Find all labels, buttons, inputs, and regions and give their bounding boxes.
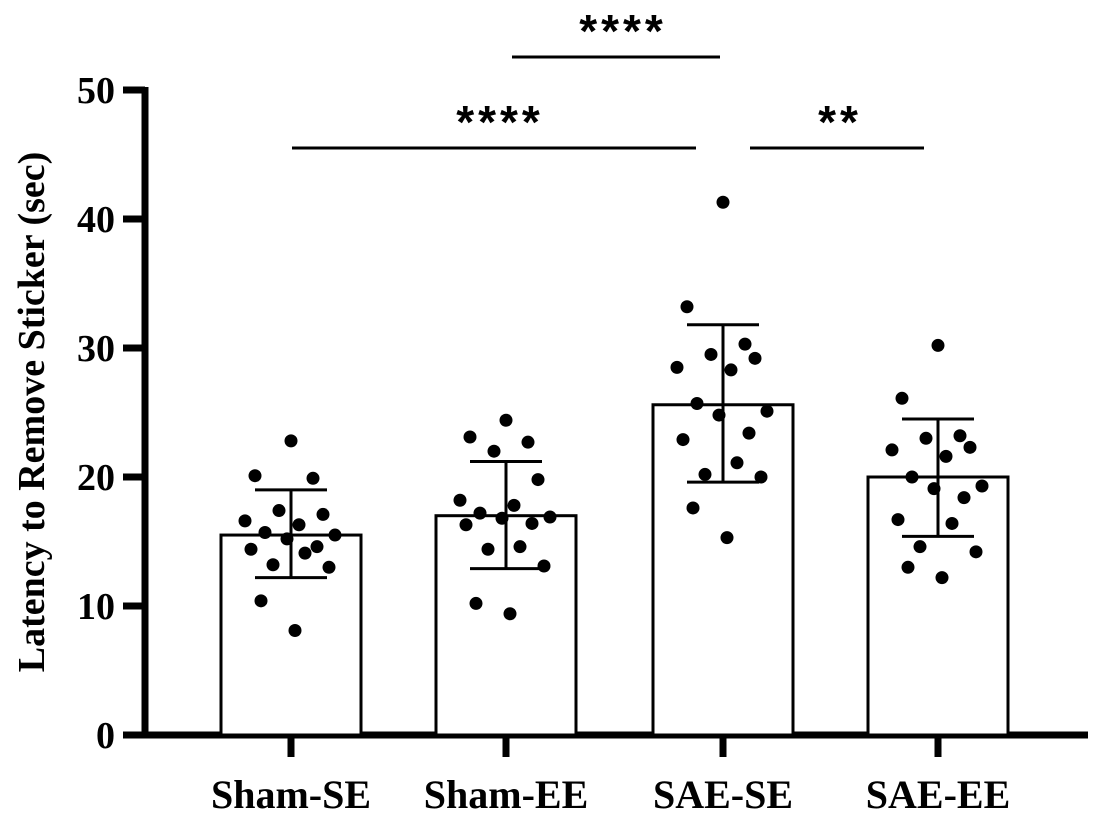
significance-label: **** bbox=[579, 5, 667, 57]
data-point bbox=[459, 518, 473, 532]
data-point bbox=[310, 540, 324, 554]
data-point bbox=[670, 360, 684, 374]
data-point bbox=[895, 391, 909, 405]
error-bars bbox=[255, 323, 974, 580]
data-point bbox=[537, 559, 551, 573]
data-point bbox=[543, 510, 557, 524]
y-tick-label: 40 bbox=[77, 199, 115, 241]
data-point bbox=[680, 300, 694, 314]
data-point bbox=[322, 560, 336, 574]
data-point bbox=[905, 470, 919, 484]
y-tick-label: 10 bbox=[77, 586, 115, 628]
data-point bbox=[481, 542, 495, 556]
data-point bbox=[891, 513, 905, 527]
data-point bbox=[913, 540, 927, 554]
data-point bbox=[931, 338, 945, 352]
data-point bbox=[266, 558, 280, 572]
data-point bbox=[939, 449, 953, 463]
data-point bbox=[503, 607, 517, 621]
data-point bbox=[963, 440, 977, 454]
y-tick-label: 0 bbox=[96, 715, 115, 757]
x-tick-label: Sham-EE bbox=[424, 772, 589, 817]
data-point bbox=[306, 471, 320, 485]
y-axis-label: Latency to Remove Sticker (sec) bbox=[11, 152, 53, 673]
data-point bbox=[469, 596, 483, 610]
data-point bbox=[238, 514, 252, 528]
data-point bbox=[712, 408, 726, 422]
data-point bbox=[453, 493, 467, 507]
data-point bbox=[254, 594, 268, 608]
data-point bbox=[487, 444, 501, 458]
significance-label: **** bbox=[456, 96, 544, 148]
data-point bbox=[258, 525, 272, 539]
data-point bbox=[885, 443, 899, 457]
data-point bbox=[730, 456, 744, 470]
data-point bbox=[720, 531, 734, 545]
data-point bbox=[248, 469, 262, 483]
x-tick-label: Sham-SE bbox=[211, 772, 371, 817]
data-point bbox=[531, 473, 545, 487]
data-point bbox=[292, 518, 306, 532]
data-point bbox=[316, 507, 330, 521]
data-point bbox=[704, 347, 718, 361]
data-point bbox=[945, 516, 959, 530]
data-point bbox=[298, 546, 312, 560]
data-point bbox=[507, 498, 521, 512]
data-point bbox=[525, 516, 539, 530]
data-point bbox=[754, 470, 768, 484]
data-point bbox=[463, 430, 477, 444]
x-tick-label: SAE-SE bbox=[653, 772, 793, 817]
data-point bbox=[957, 491, 971, 505]
data-point bbox=[738, 337, 752, 351]
data-point bbox=[288, 624, 302, 638]
data-point bbox=[686, 501, 700, 515]
significance-brackets: ********** bbox=[292, 5, 924, 150]
axes: 0 10 20 30 40 50 Sham-SE Sham-EE SAE-SE SAE-EE bbox=[77, 70, 1088, 817]
data-point bbox=[935, 571, 949, 585]
data-point bbox=[328, 528, 342, 542]
data-point bbox=[975, 479, 989, 493]
data-point bbox=[953, 429, 967, 443]
data-point bbox=[724, 363, 738, 377]
y-tick-label: 30 bbox=[77, 328, 115, 370]
data-point bbox=[742, 426, 756, 440]
data-point bbox=[272, 504, 286, 518]
data-point bbox=[919, 431, 933, 445]
significance-label: ** bbox=[818, 96, 862, 148]
data-point bbox=[760, 404, 774, 418]
data-point bbox=[676, 433, 690, 447]
y-tick-label: 20 bbox=[77, 457, 115, 499]
data-point bbox=[901, 560, 915, 574]
data-points bbox=[238, 195, 989, 638]
data-point bbox=[969, 545, 983, 559]
data-point bbox=[748, 351, 762, 365]
data-point bbox=[244, 542, 258, 556]
data-point bbox=[513, 540, 527, 554]
data-point bbox=[495, 511, 509, 525]
data-point bbox=[716, 195, 730, 209]
data-point bbox=[284, 434, 298, 448]
data-point bbox=[521, 435, 535, 449]
data-point bbox=[690, 396, 704, 410]
data-point bbox=[499, 413, 513, 427]
x-tick-label: SAE-EE bbox=[866, 772, 1011, 817]
data-point bbox=[280, 532, 294, 546]
data-point bbox=[927, 482, 941, 496]
data-point bbox=[698, 467, 712, 481]
data-point bbox=[473, 506, 487, 520]
y-tick-label: 50 bbox=[77, 70, 115, 112]
